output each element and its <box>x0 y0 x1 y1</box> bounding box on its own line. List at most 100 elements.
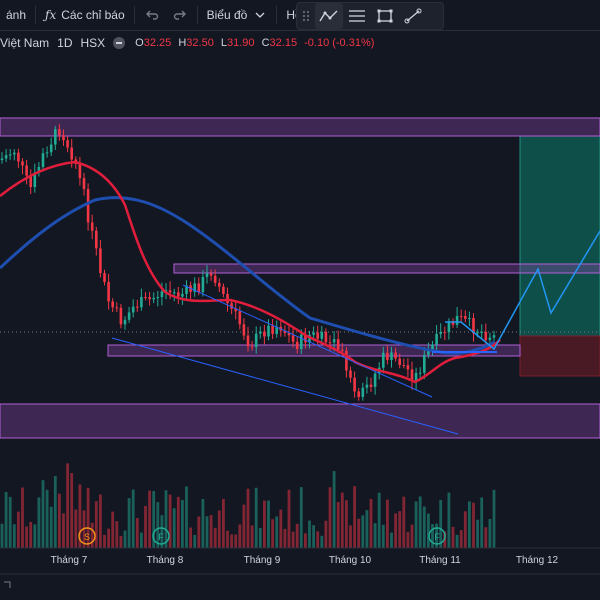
event-markers: S F F <box>78 527 446 545</box>
candle-body <box>439 331 442 334</box>
volume-bar <box>365 510 369 548</box>
volume-bar <box>168 494 172 548</box>
candle-body <box>263 331 266 337</box>
candle-body <box>427 349 430 355</box>
symbol-name[interactable]: Việt Nam <box>0 36 50 50</box>
volume-bar <box>49 506 53 548</box>
candle-body <box>369 384 373 387</box>
redo-button[interactable] <box>166 2 194 28</box>
candle-body <box>29 175 32 188</box>
candle-body <box>361 387 365 397</box>
volume-bar <box>431 524 434 548</box>
candle-body <box>328 342 332 344</box>
upper-trendline[interactable] <box>182 284 433 398</box>
grip-icon <box>303 11 309 21</box>
candle-body <box>41 153 45 167</box>
reset-zoom-icon[interactable] <box>4 581 11 588</box>
volume-bar <box>316 531 320 548</box>
volume-bar <box>111 511 115 548</box>
candle-body <box>111 301 114 308</box>
rectangle-tool-button[interactable] <box>371 3 399 29</box>
candle-body <box>197 283 201 293</box>
candle-body <box>300 334 303 349</box>
volume-bar <box>439 499 443 548</box>
volume-bar <box>320 535 324 548</box>
volume-bar <box>99 494 102 548</box>
toolbar-partial-button[interactable]: ánh <box>0 0 32 30</box>
lower-trendline[interactable] <box>111 337 459 435</box>
volume-bar <box>435 523 438 548</box>
candle-body <box>357 391 360 397</box>
volume-bar <box>53 476 57 548</box>
resistance-zone-top[interactable] <box>0 117 600 137</box>
support-zone-bottom[interactable] <box>0 403 600 439</box>
candle-body <box>193 283 196 292</box>
split-marker[interactable] <box>78 527 96 545</box>
volume-bar <box>357 518 361 548</box>
trend-tool-button[interactable] <box>315 3 343 29</box>
candle-body <box>447 321 451 333</box>
symbol-legend: Việt Nam 1D HSX O32.25 H32.50 L31.90 C32… <box>0 34 390 52</box>
volume-bar <box>107 528 110 548</box>
volume-bar <box>340 492 344 548</box>
drag-handle[interactable] <box>297 3 315 29</box>
line-tool-button[interactable] <box>399 3 427 29</box>
volume-bar <box>29 521 33 548</box>
stop-zone[interactable] <box>519 335 600 377</box>
candle-body <box>246 335 250 347</box>
candle-body <box>443 331 447 333</box>
volume-bar <box>377 492 381 548</box>
chart-type-button[interactable]: Biểu đồ <box>201 0 274 30</box>
toolbar-divider <box>276 6 278 24</box>
candle-body <box>386 352 389 361</box>
candle-body <box>267 325 270 337</box>
volume-bar <box>492 489 496 548</box>
volume-bar <box>279 509 283 548</box>
volume-bar <box>263 500 266 548</box>
candle-body <box>345 350 348 371</box>
fx-icon: ƒx <box>45 8 57 22</box>
redo-icon <box>173 10 186 20</box>
financial-marker[interactable] <box>428 527 446 545</box>
candle-body <box>316 332 319 339</box>
toolbar-divider <box>133 6 135 24</box>
financial-marker[interactable] <box>152 527 170 545</box>
candle-body <box>287 333 291 336</box>
candle-body <box>435 333 438 345</box>
volume-bar <box>312 525 315 548</box>
volume-bar <box>156 502 160 548</box>
candle-body <box>488 337 492 341</box>
interval-label[interactable]: 1D <box>57 36 73 50</box>
volume-bar <box>386 499 389 548</box>
candle-body <box>181 293 184 297</box>
undo-button[interactable] <box>138 2 166 28</box>
candle-body <box>82 178 86 190</box>
time-axis[interactable]: Tháng 7 Tháng 8 Tháng 9 Tháng 10 Tháng 1… <box>51 555 559 566</box>
volume-bar <box>172 508 176 548</box>
low-label: L <box>220 37 227 49</box>
volume-bar <box>422 506 426 548</box>
indicators-button[interactable]: ƒx Các chỉ báo <box>39 0 131 30</box>
volume-bar <box>353 486 356 548</box>
volume-bar <box>410 524 414 548</box>
lines-tool-button[interactable] <box>343 3 371 29</box>
volume-bar <box>213 527 217 548</box>
candle-body <box>0 158 4 160</box>
resistance-zone-middle[interactable] <box>173 263 600 274</box>
support-zone[interactable] <box>107 344 521 357</box>
target-zone[interactable] <box>519 135 600 337</box>
volume-bar <box>226 530 229 548</box>
volume-bar <box>328 487 332 548</box>
month-label: Tháng 12 <box>516 555 559 566</box>
projection-path[interactable] <box>445 230 600 351</box>
volume-bar <box>369 499 373 548</box>
high-value: 32.50 <box>186 37 214 49</box>
candle-body <box>213 275 217 283</box>
candle-body <box>418 372 422 374</box>
candle-body <box>459 315 463 317</box>
candle-body <box>49 144 53 153</box>
volume-bar <box>66 463 69 548</box>
candle-body <box>144 296 147 298</box>
